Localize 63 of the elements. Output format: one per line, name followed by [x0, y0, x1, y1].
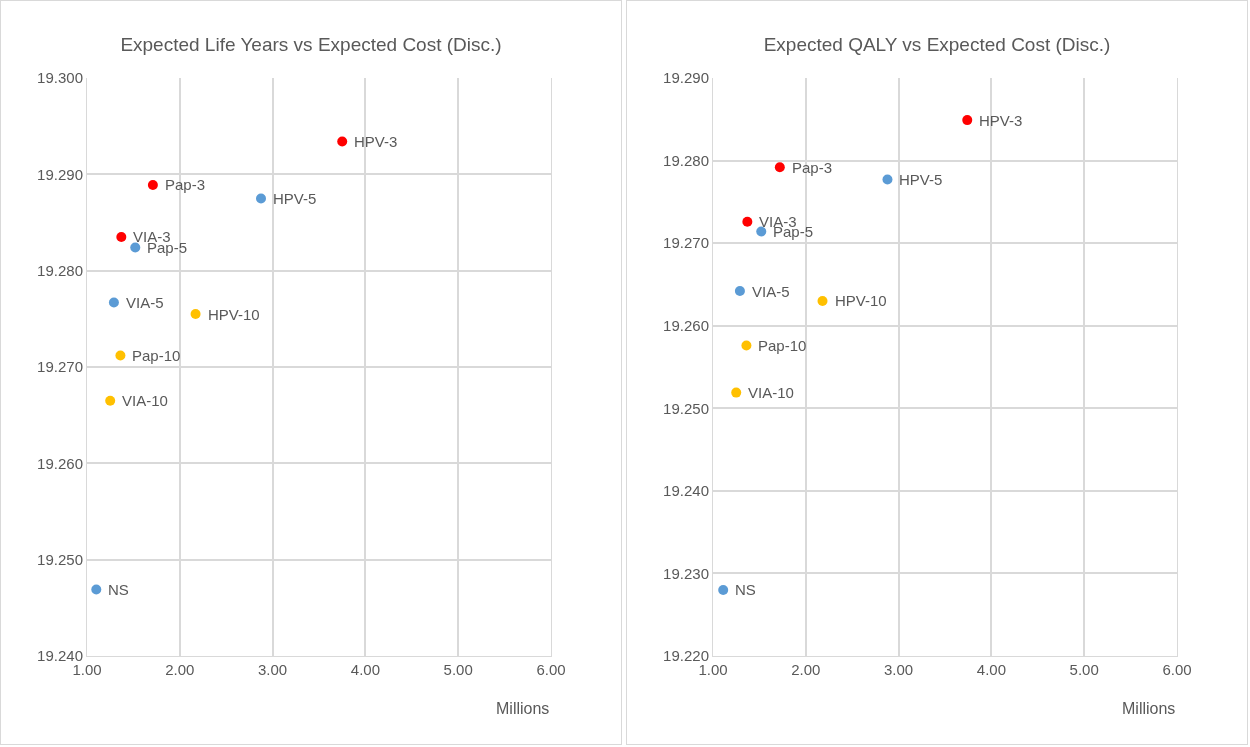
annotation: VIA-10: [122, 392, 168, 409]
y-tick-label: 19.290: [37, 165, 83, 183]
x-tick-label: 5.00: [1069, 661, 1099, 678]
point: [734, 286, 745, 297]
x-tick-label: 3.00: [258, 661, 288, 678]
point: [190, 309, 201, 320]
point: [256, 193, 266, 204]
annotation: VIA-10: [748, 384, 794, 401]
annotation: Pap-10: [132, 347, 181, 364]
point: [105, 395, 116, 406]
y-tick-label: 19.270: [663, 234, 709, 252]
point: [817, 295, 828, 306]
point: [91, 584, 102, 595]
annotation: VIA-5: [126, 294, 164, 311]
point: [742, 216, 753, 227]
point: [731, 387, 742, 398]
x-tick-label: 6.00: [536, 661, 566, 678]
x-axis-title: Millions: [1122, 700, 1176, 717]
x-tick-label: 2.00: [165, 661, 195, 678]
annotation: Pap-3: [792, 159, 833, 176]
y-tick-label: 19.280: [663, 151, 709, 169]
point: [718, 584, 729, 595]
y-tick-label: 19.250: [37, 550, 83, 568]
point: [741, 340, 752, 351]
y-tick-label: 19.280: [37, 261, 83, 279]
point: [130, 242, 141, 253]
x-tick-label: 2.00: [791, 661, 821, 678]
point: [962, 115, 973, 126]
point: [337, 136, 348, 147]
x-tick-label: 4.00: [976, 661, 1006, 678]
x-tick-label: 5.00: [443, 661, 473, 678]
point: [116, 231, 127, 242]
annotation: HPV-5: [899, 171, 943, 188]
y-tick-label: 19.300: [37, 69, 83, 87]
x-axis-title: Millions: [496, 700, 550, 717]
point: [147, 179, 158, 190]
annotation: HPV-3: [354, 133, 398, 150]
y-tick-label: 19.260: [37, 454, 83, 472]
annotation: NS: [108, 581, 129, 598]
y-tick-label: 19.240: [663, 482, 709, 500]
annotation: HPV-10: [208, 306, 260, 323]
point: [108, 297, 119, 308]
annotation: Pap-10: [758, 337, 807, 354]
point: [115, 350, 126, 361]
y-tick-label: 19.290: [663, 69, 709, 87]
point: [774, 162, 785, 173]
chart-title: Expected QALY vs Expected Cost (Disc.): [763, 33, 1111, 55]
annotation: NS: [735, 581, 756, 598]
annotation: VIA-5: [752, 283, 790, 300]
annotation: HPV-5: [273, 190, 317, 207]
annotation: HPV-3: [979, 112, 1023, 129]
y-tick-label: 19.230: [663, 564, 709, 582]
point: [882, 174, 893, 185]
annotation: HPV-10: [835, 292, 887, 309]
point: [756, 226, 767, 237]
chart-title: Expected Life Years vs Expected Cost (Disc.): [120, 33, 502, 55]
y-tick-label: 19.270: [37, 358, 83, 376]
x-tick-label: 6.00: [1162, 661, 1192, 678]
annotation: Pap-3: [165, 176, 206, 193]
x-tick-label: 3.00: [884, 661, 914, 678]
y-tick-label: 19.260: [663, 316, 709, 334]
x-tick-label: 4.00: [350, 661, 380, 678]
y-tick-label: 19.250: [663, 399, 709, 417]
